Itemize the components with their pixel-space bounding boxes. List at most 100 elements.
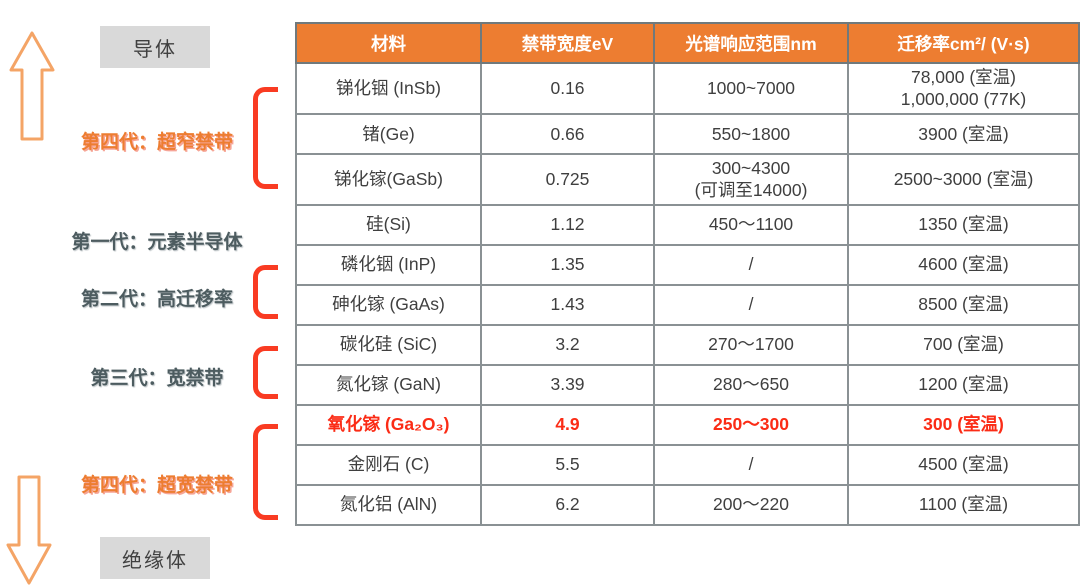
mobility-cell: 1100 (室温)	[847, 483, 1080, 526]
down-arrow-icon	[6, 475, 52, 585]
cell-line: 1.43	[550, 294, 585, 315]
table-row: 氧化镓 (Ga₂O₃) 4.9 250～300 300 (室温)	[295, 403, 1080, 446]
table-row: 磷化铟 (InP) 1.35 / 4600 (室温)	[295, 243, 1080, 286]
cell-line: 锗(Ge)	[362, 123, 415, 144]
mobility-cell: 2500~3000 (室温)	[847, 152, 1080, 206]
cell-line: 1100 (室温)	[918, 494, 1009, 515]
cell-line: 5.5	[555, 454, 580, 475]
mobility-cell: 1200 (室温)	[847, 363, 1080, 406]
cell-line: 1.12	[550, 214, 585, 235]
table-row: 锑化镓(GaSb) 0.725 300~4300 (可调至14000) 2500~300…	[295, 152, 1080, 206]
group-bracket-gen4-wide	[253, 424, 278, 520]
cell-line: 1350 (室温)	[918, 214, 1009, 235]
cell-line: 78,000 (室温)	[910, 67, 1017, 87]
cell-line: 6.2	[555, 494, 580, 515]
material-cell: 氮化铝 (AlN)	[295, 483, 482, 526]
cell-line: 金刚石 (C)	[347, 454, 430, 475]
table-row: 锗(Ge) 0.66 550~1800 3900 (室温)	[295, 112, 1080, 155]
bandgap-cell: 1.43	[480, 283, 655, 326]
cell-line: 0.725	[545, 168, 590, 189]
material-cell: 锑化镓(GaSb)	[295, 152, 482, 206]
generation-label-gen3: 第三代：宽禁带	[90, 368, 224, 389]
bandgap-cell: 4.9	[480, 403, 655, 446]
cell-line: 450～1100	[708, 214, 794, 235]
group-bracket-gen2	[253, 265, 278, 319]
table-row: 氮化镓 (GaN) 3.39 280～650 1200 (室温)	[295, 363, 1080, 406]
bandgap-cell: 3.39	[480, 363, 655, 406]
group-bracket-gen3	[253, 346, 278, 399]
cell-line: 2500~3000 (室温)	[893, 168, 1034, 189]
cell-line: 0.16	[550, 78, 585, 99]
cell-line: /	[748, 454, 754, 475]
cell-line: 0.66	[550, 123, 585, 144]
cell-line: 硅(Si)	[366, 214, 411, 235]
response-cell: 250～300	[653, 403, 849, 446]
cell-line: 砷化镓 (GaAs)	[332, 294, 445, 315]
bandgap-cell: 0.16	[480, 62, 655, 115]
cell-line: 300 (室温)	[923, 414, 1004, 435]
mobility-cell: 8500 (室温)	[847, 283, 1080, 326]
cell-line: 1,000,000 (77K)	[900, 89, 1027, 110]
cell-line: 700 (室温)	[923, 334, 1004, 355]
cell-line: 4500 (室温)	[918, 454, 1009, 475]
materials-table-body: 锑化铟 (InSb) 0.16 1000~7000 78,000 (室温) 1,000,…	[295, 62, 1080, 526]
material-cell: 氧化镓 (Ga₂O₃)	[295, 403, 482, 446]
cell-line: /	[748, 254, 754, 275]
cell-line: (可调至14000)	[694, 180, 808, 201]
cell-line: 4600 (室温)	[918, 254, 1009, 275]
column-header-response: 光谱响应范围nm	[653, 22, 849, 64]
mobility-cell: 300 (室温)	[847, 403, 1080, 446]
cell-line: 氮化镓 (GaN)	[336, 374, 441, 395]
bandgap-cell: 1.12	[480, 203, 655, 246]
response-cell: 200～220	[653, 483, 849, 526]
cell-line: 4.9	[555, 414, 580, 435]
generation-label-gen4-wide: 第四代：超宽禁带	[80, 475, 233, 496]
column-header-mobility: 迁移率cm²/ (V·s)	[847, 22, 1080, 64]
mobility-cell: 4600 (室温)	[847, 243, 1080, 286]
cell-line: 锑化镓(GaSb)	[334, 168, 443, 189]
response-cell: 1000~7000	[653, 62, 849, 115]
material-cell: 氮化镓 (GaN)	[295, 363, 482, 406]
response-cell: /	[653, 283, 849, 326]
generation-label-gen4-narrow: 第四代：超窄禁带	[80, 132, 233, 153]
cell-line: 270～1700	[708, 334, 794, 355]
materials-table-header: 材料 禁带宽度eV 光谱响应范围nm 迁移率cm²/ (V·s)	[295, 22, 1080, 64]
materials-table: 材料 禁带宽度eV 光谱响应范围nm 迁移率cm²/ (V·s) 锑化铟 (In…	[295, 22, 1080, 526]
mobility-cell: 1350 (室温)	[847, 203, 1080, 246]
cell-line: 280～650	[713, 374, 789, 395]
material-cell: 硅(Si)	[295, 203, 482, 246]
cell-line: 1.35	[550, 254, 585, 275]
bandgap-cell: 6.2	[480, 483, 655, 526]
response-cell: /	[653, 243, 849, 286]
mobility-cell: 3900 (室温)	[847, 112, 1080, 155]
response-cell: 300~4300 (可调至14000)	[653, 152, 849, 206]
column-header-material: 材料	[295, 22, 482, 64]
response-cell: 280～650	[653, 363, 849, 406]
cell-line: 锑化铟 (InSb)	[335, 78, 442, 99]
cell-line: 碳化硅 (SiC)	[339, 334, 438, 355]
mobility-cell: 4500 (室温)	[847, 443, 1080, 486]
table-row: 砷化镓 (GaAs) 1.43 / 8500 (室温)	[295, 283, 1080, 326]
insulator-label: 绝缘体	[100, 537, 210, 579]
response-cell: 450～1100	[653, 203, 849, 246]
bandgap-cell: 5.5	[480, 443, 655, 486]
mobility-cell: 78,000 (室温) 1,000,000 (77K)	[847, 62, 1080, 115]
table-row: 硅(Si) 1.12 450～1100 1350 (室温)	[295, 203, 1080, 246]
bandgap-cell: 0.725	[480, 152, 655, 206]
cell-line: 氧化镓 (Ga₂O₃)	[327, 414, 450, 435]
material-cell: 碳化硅 (SiC)	[295, 323, 482, 366]
response-cell: /	[653, 443, 849, 486]
material-cell: 磷化铟 (InP)	[295, 243, 482, 286]
header-row: 材料 禁带宽度eV 光谱响应范围nm 迁移率cm²/ (V·s)	[295, 22, 1080, 64]
cell-line: 磷化铟 (InP)	[340, 254, 437, 275]
response-cell: 550~1800	[653, 112, 849, 155]
cell-line: 8500 (室温)	[918, 294, 1009, 315]
cell-line: 3.2	[555, 334, 580, 355]
column-header-bandgap: 禁带宽度eV	[480, 22, 655, 64]
conductor-label: 导体	[100, 26, 210, 68]
table-row: 锑化铟 (InSb) 0.16 1000~7000 78,000 (室温) 1,000,…	[295, 62, 1080, 115]
response-cell: 270～1700	[653, 323, 849, 366]
bandgap-cell: 0.66	[480, 112, 655, 155]
table-row: 碳化硅 (SiC) 3.2 270～1700 700 (室温)	[295, 323, 1080, 366]
